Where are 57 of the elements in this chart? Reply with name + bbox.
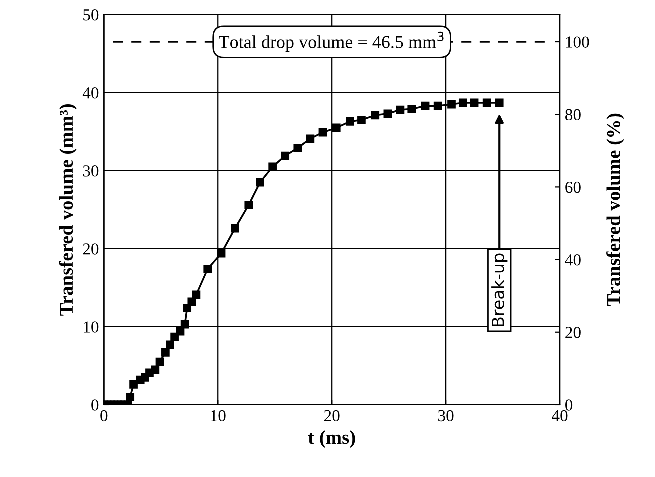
point bbox=[231, 224, 240, 233]
point bbox=[421, 102, 430, 110]
y2-tick-label: 40 bbox=[565, 254, 581, 266]
y-tick-label: 50 bbox=[84, 9, 99, 21]
point bbox=[306, 134, 315, 144]
point bbox=[495, 98, 504, 108]
y-tick-label: 0 bbox=[92, 400, 99, 411]
y2-tick-label: 20 bbox=[566, 327, 581, 338]
x-tick-label: 20 bbox=[324, 410, 340, 422]
point bbox=[180, 320, 190, 329]
point bbox=[244, 201, 254, 210]
point bbox=[126, 393, 135, 402]
point bbox=[482, 98, 492, 108]
point bbox=[408, 105, 416, 114]
point bbox=[183, 304, 192, 312]
point bbox=[268, 162, 277, 172]
point bbox=[151, 366, 160, 374]
y-tick-label: 10 bbox=[84, 322, 99, 333]
point bbox=[256, 178, 264, 187]
point bbox=[371, 111, 380, 120]
x-tick-label: 30 bbox=[438, 410, 454, 422]
point bbox=[204, 265, 212, 274]
y2-tick-label: 100 bbox=[566, 36, 590, 48]
y2-tick-label: 0 bbox=[566, 400, 573, 411]
point bbox=[346, 118, 354, 126]
point bbox=[384, 110, 392, 118]
x-tick-label: 40 bbox=[552, 410, 568, 422]
point bbox=[188, 298, 196, 306]
y2-axis-title: Transfered volume (%) bbox=[606, 114, 624, 306]
annotation: Break-up bbox=[492, 254, 508, 326]
point bbox=[176, 327, 185, 336]
y2-tick-label: 80 bbox=[566, 109, 581, 121]
point bbox=[448, 100, 456, 109]
point bbox=[294, 144, 302, 152]
point bbox=[156, 358, 164, 366]
point bbox=[162, 348, 170, 357]
point bbox=[458, 98, 468, 108]
point bbox=[192, 290, 201, 300]
point bbox=[332, 124, 341, 132]
point bbox=[166, 340, 174, 350]
y-tick-label: 20 bbox=[83, 244, 99, 255]
point bbox=[358, 116, 366, 124]
x-tick-label: 0 bbox=[100, 410, 108, 422]
point bbox=[217, 249, 226, 258]
y-tick-label: 40 bbox=[82, 88, 99, 99]
y-tick-label: 30 bbox=[83, 166, 99, 177]
ref-line-label: Total drop volume = 46.5 mm$^{3}$ bbox=[219, 32, 444, 52]
y2-tick-label: 60 bbox=[566, 182, 581, 194]
point bbox=[396, 106, 405, 114]
x-tick-label: 10 bbox=[211, 410, 226, 422]
x-axis-title: t (ms) bbox=[308, 430, 356, 448]
point bbox=[434, 102, 442, 110]
point bbox=[318, 128, 328, 137]
point bbox=[281, 152, 290, 160]
y-axis-title: Transfered volume (mm³) bbox=[59, 104, 78, 316]
point bbox=[470, 98, 479, 108]
point bbox=[130, 380, 138, 389]
